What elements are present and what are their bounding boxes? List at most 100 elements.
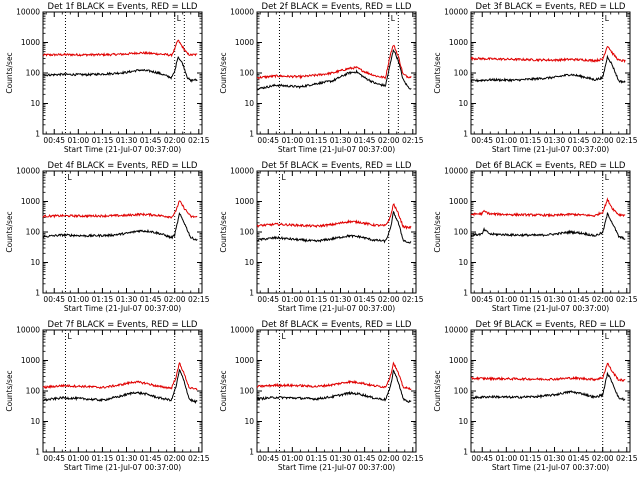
x-axis-label: Start Time (21-Jul-07 00:37:00) (64, 145, 181, 154)
y-tick-label: 1000 (235, 197, 254, 206)
x-tick-label: 02:15 (188, 295, 210, 304)
y-axis-label: Counts/sec (219, 211, 228, 252)
x-tick-label: 01:00 (496, 136, 518, 145)
panel-title: Det 3f BLACK = Events, RED = LLD (476, 2, 626, 12)
x-axis-label: Start Time (21-Jul-07 00:37:00) (492, 304, 609, 313)
panel-title: Det 4f BLACK = Events, RED = LLD (48, 161, 198, 171)
plot-frame (470, 329, 631, 453)
x-tick-label: 01:15 (92, 295, 114, 304)
y-axis-label: Counts/sec (219, 370, 228, 411)
y-tick-label: 1000 (235, 356, 254, 365)
plot-frame (470, 170, 631, 294)
x-tick-label: 01:45 (140, 295, 162, 304)
x-tick-label: 01:00 (282, 454, 304, 463)
lld-series-line (470, 197, 626, 218)
y-axis-label: Counts/sec (219, 52, 228, 93)
x-tick-label: 01:45 (354, 136, 376, 145)
plot-frame (42, 170, 203, 294)
marker-label: L (281, 332, 286, 341)
lld-series-line (256, 44, 412, 80)
x-tick-label: 02:00 (592, 295, 614, 304)
y-tick-label: 1000 (449, 38, 468, 47)
y-tick-label: 10000 (230, 8, 254, 17)
panel-3: Det 3f BLACK = Events, RED = LLD 1 10 100 10… (433, 2, 638, 154)
x-tick-label: 01:00 (496, 295, 518, 304)
x-tick-label: 01:15 (306, 136, 328, 145)
lld-series-line (256, 361, 412, 391)
y-tick-label: 1 (35, 289, 40, 298)
x-tick-label: 01:30 (116, 295, 138, 304)
plot-frame (42, 329, 203, 453)
x-tick-label: 01:15 (306, 295, 328, 304)
y-tick-label: 10000 (16, 326, 40, 335)
panel-title: Det 1f BLACK = Events, RED = LLD (48, 2, 198, 12)
x-tick-label: 01:45 (140, 136, 162, 145)
y-tick-label: 10 (458, 99, 468, 108)
y-tick-label: 10 (458, 417, 468, 426)
lld-series-line (42, 362, 198, 391)
x-tick-label: 02:15 (188, 136, 210, 145)
y-tick-label: 100 (454, 69, 469, 78)
panel-title: Det 6f BLACK = Events, RED = LLD (476, 161, 626, 171)
y-tick-label: 100 (26, 387, 41, 396)
x-tick-label: 00:45 (471, 454, 493, 463)
panel-1: Det 1f BLACK = Events, RED = LLD 1 10 100 10… (5, 2, 210, 154)
x-tick-label: 00:45 (257, 136, 279, 145)
lld-series-line (42, 200, 198, 219)
x-tick-label: 01:00 (68, 295, 90, 304)
x-tick-label: 01:30 (330, 136, 352, 145)
x-tick-label: 01:30 (330, 454, 352, 463)
panel-6: Det 6f BLACK = Events, RED = LLD 1 10 100 10… (433, 161, 638, 313)
y-tick-label: 1 (463, 448, 468, 457)
marker-label: L (177, 14, 182, 23)
plot-frame (470, 11, 631, 135)
x-tick-label: 01:00 (282, 295, 304, 304)
x-tick-label: 01:00 (282, 136, 304, 145)
events-series-line (42, 368, 198, 404)
y-tick-label: 10 (30, 417, 40, 426)
lld-series-line (256, 203, 412, 230)
panel-8: Det 8f BLACK = Events, RED = LLD 1 10 100 10… (219, 320, 424, 472)
y-tick-label: 100 (454, 228, 469, 237)
x-tick-label: 02:15 (402, 454, 424, 463)
x-tick-label: 00:45 (43, 454, 65, 463)
x-tick-label: 00:45 (471, 136, 493, 145)
x-tick-label: 01:30 (544, 136, 566, 145)
y-tick-label: 10000 (16, 8, 40, 17)
x-tick-label: 02:00 (164, 136, 186, 145)
y-axis-label: Counts/sec (433, 370, 442, 411)
y-tick-label: 100 (454, 387, 469, 396)
x-tick-label: 00:45 (43, 136, 65, 145)
events-series-line (42, 56, 198, 83)
marker-label: L (605, 332, 610, 341)
x-tick-label: 02:00 (164, 295, 186, 304)
x-tick-label: 01:15 (520, 295, 542, 304)
y-tick-label: 10000 (230, 167, 254, 176)
x-tick-label: 01:30 (116, 136, 138, 145)
x-axis-label: Start Time (21-Jul-07 00:37:00) (64, 463, 181, 472)
lld-series-line (470, 362, 626, 382)
x-tick-label: 02:00 (592, 454, 614, 463)
panel-9: Det 9f BLACK = Events, RED = LLD 1 10 100 10… (433, 320, 638, 472)
marker-label: L (605, 173, 610, 182)
x-axis-label: Start Time (21-Jul-07 00:37:00) (278, 145, 395, 154)
x-tick-label: 02:15 (616, 454, 638, 463)
x-tick-label: 00:45 (257, 295, 279, 304)
x-axis-label: Start Time (21-Jul-07 00:37:00) (492, 463, 609, 472)
x-tick-label: 01:00 (68, 136, 90, 145)
marker-label: L (67, 332, 72, 341)
y-tick-label: 10000 (16, 167, 40, 176)
x-axis-label: Start Time (21-Jul-07 00:37:00) (278, 463, 395, 472)
x-tick-label: 01:30 (116, 454, 138, 463)
plot-frame (256, 11, 417, 135)
x-axis-label: Start Time (21-Jul-07 00:37:00) (278, 304, 395, 313)
lld-series-line (470, 46, 626, 64)
plot-frame (256, 170, 417, 294)
panel-title: Det 5f BLACK = Events, RED = LLD (262, 161, 412, 171)
x-tick-label: 01:45 (568, 295, 590, 304)
y-tick-label: 10 (30, 258, 40, 267)
y-tick-label: 100 (240, 228, 255, 237)
y-tick-label: 10000 (444, 326, 468, 335)
y-tick-label: 1000 (21, 356, 40, 365)
y-axis-label: Counts/sec (5, 52, 14, 93)
